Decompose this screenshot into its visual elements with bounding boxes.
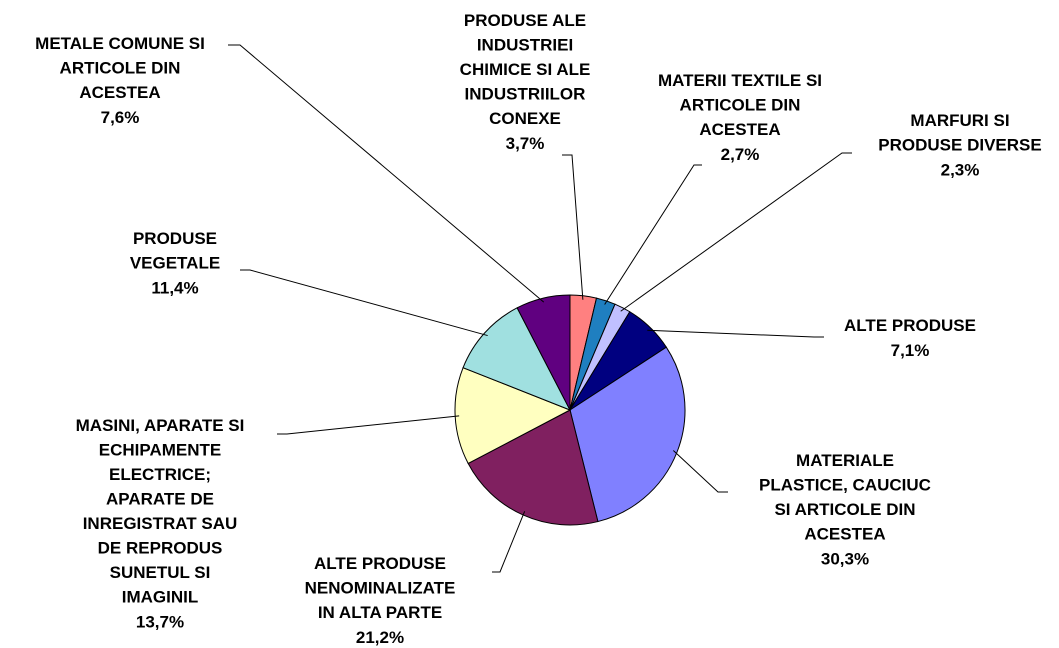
label-line: PRODUSE ALE bbox=[464, 11, 586, 30]
slice-label: MARFURI SI PRODUSE DIVERSE bbox=[878, 111, 1041, 155]
leader-line bbox=[240, 269, 488, 337]
leader-line bbox=[620, 152, 852, 312]
leader-line bbox=[604, 164, 702, 305]
slice-label: PRODUSE ALE INDUSTRIEI CHIMICE SI ALE INDUS… bbox=[460, 11, 591, 128]
label-line: ECHIPAMENTE bbox=[99, 441, 221, 460]
label-line: IMAGINIL bbox=[122, 588, 199, 607]
label-line: ALTE PRODUSE bbox=[844, 316, 976, 335]
label-line: SI ARTICOLE DIN bbox=[774, 500, 915, 519]
value-label: 3,7% bbox=[506, 134, 545, 153]
value-label: 2,7% bbox=[721, 145, 760, 164]
label-line: ARTICOLE DIN bbox=[680, 96, 801, 115]
label-line: PRODUSE DIVERSE bbox=[878, 136, 1041, 155]
label-line: PLASTICE, CAUCIUC bbox=[759, 476, 931, 495]
label-line: PRODUSE bbox=[133, 229, 217, 248]
leader-line bbox=[647, 329, 824, 338]
label-line: ACESTEA bbox=[699, 120, 780, 139]
leader-line bbox=[562, 154, 584, 300]
label-line: ACESTEA bbox=[79, 83, 160, 102]
label-line: CONEXE bbox=[489, 109, 561, 128]
pie-slice bbox=[462, 307, 572, 411]
value-label: 11,4% bbox=[151, 278, 198, 297]
label-line: SUNETUL SI bbox=[110, 563, 211, 582]
value-label: 30,3% bbox=[821, 549, 869, 568]
label-line: INREGISTRAT SAU bbox=[83, 514, 238, 533]
label-line: DE REPRODUS bbox=[98, 539, 223, 558]
slice-label: MATERIALE PLASTICE, CAUCIUC SI ARTICOLE DI… bbox=[759, 451, 931, 544]
label-line: MASINI, APARATE SI bbox=[76, 416, 245, 435]
slice-label: METALE COMUNE SI ARTICOLE DIN ACESTEA bbox=[35, 34, 205, 102]
label-line: MATERII TEXTILE SI bbox=[658, 71, 822, 90]
leader-line bbox=[492, 511, 526, 573]
label-line: VEGETALE bbox=[130, 254, 220, 273]
label-line: NENOMINALIZATE bbox=[305, 579, 456, 598]
label-line: ELECTRICE; bbox=[109, 465, 211, 484]
slice-label: PRODUSE VEGETALE bbox=[130, 229, 220, 273]
slice-label: ALTE PRODUSE NENOMINALIZATE IN ALTA PARTE bbox=[305, 554, 456, 622]
pie-slice bbox=[516, 294, 571, 411]
leader-line bbox=[228, 44, 545, 303]
label-line: ALTE PRODUSE bbox=[314, 554, 446, 573]
value-label: 13,7% bbox=[136, 612, 184, 631]
value-label: 7,1% bbox=[891, 341, 930, 360]
label-line: ACESTEA bbox=[804, 525, 885, 544]
value-label: 21,2% bbox=[356, 628, 404, 647]
label-line: INDUSTRIILOR bbox=[465, 85, 586, 104]
leader-line bbox=[277, 415, 460, 435]
label-line: IN ALTA PARTE bbox=[318, 603, 442, 622]
label-line: APARATE DE bbox=[106, 490, 214, 509]
label-line: METALE COMUNE SI bbox=[35, 34, 205, 53]
slice-label: ALTE PRODUSE bbox=[844, 316, 976, 335]
value-label: 2,3% bbox=[941, 160, 980, 179]
label-line: INDUSTRIEI bbox=[477, 36, 573, 55]
label-line: MARFURI SI bbox=[910, 111, 1009, 130]
slice-label: MATERII TEXTILE SI ARTICOLE DIN ACESTEA bbox=[658, 71, 822, 139]
slice-label: MASINI, APARATE SI ECHIPAMENTE ELECTRICE; A… bbox=[76, 416, 245, 607]
label-line: MATERIALE bbox=[796, 451, 894, 470]
label-line: ARTICOLE DIN bbox=[60, 59, 181, 78]
leader-line bbox=[672, 450, 728, 493]
value-label: 7,6% bbox=[101, 108, 140, 127]
label-line: CHIMICE SI ALE bbox=[460, 60, 591, 79]
pie-slice bbox=[569, 346, 686, 523]
